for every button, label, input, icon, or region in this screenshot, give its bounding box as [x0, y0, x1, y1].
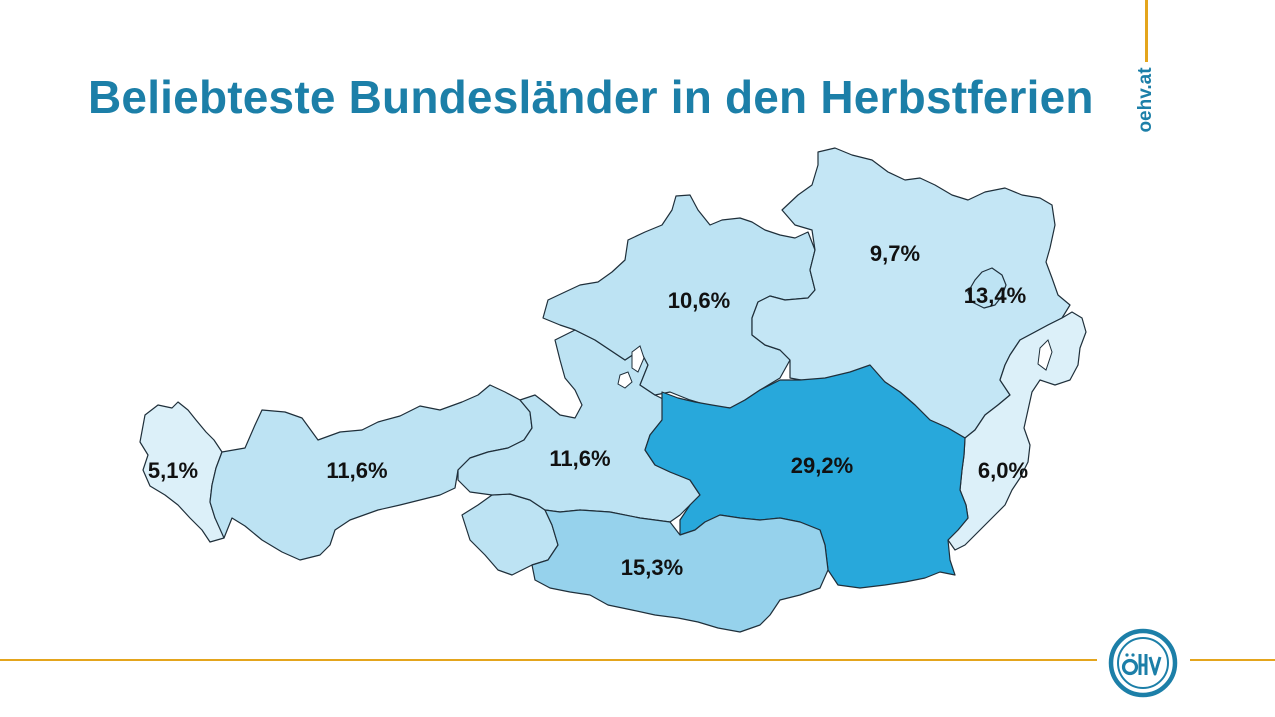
- oehv-logo[interactable]: [1107, 627, 1179, 699]
- accent-line-bottom-right: [1190, 659, 1275, 661]
- label-burgenland: 6,0%: [978, 458, 1028, 483]
- label-wien: 13,4%: [964, 283, 1026, 308]
- accent-line-bottom: [0, 659, 1097, 661]
- label-tirol: 11,6%: [326, 458, 387, 483]
- label-oberoesterreich: 10,6%: [668, 288, 730, 313]
- label-kaernten: 15,3%: [621, 555, 683, 580]
- label-steiermark: 29,2%: [791, 453, 853, 478]
- label-salzburg: 11,6%: [549, 446, 610, 471]
- label-niederoesterreich: 9,7%: [870, 241, 920, 266]
- label-vorarlberg: 5,1%: [148, 458, 198, 483]
